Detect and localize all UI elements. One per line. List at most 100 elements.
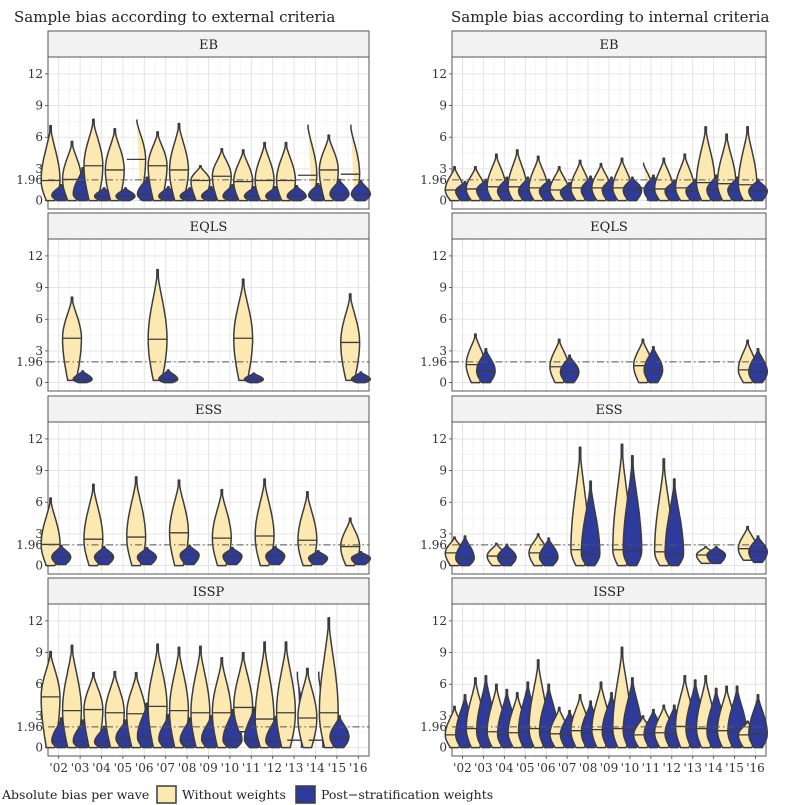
x-axis-layer: '02'03'04'05'06'07'08'09'10'11'12'13'14 '… — [49, 756, 765, 775]
x-tick-label: '06 — [537, 761, 556, 775]
violin-unweighted — [61, 644, 83, 749]
violin-weighted — [538, 537, 559, 567]
violin-unweighted — [147, 643, 168, 749]
x-tick-label: '09 — [600, 761, 619, 775]
y-tick-label: 0 — [439, 194, 447, 208]
column-title-internal: Sample bias according to internal criter… — [451, 8, 769, 26]
x-tick-label: '12 — [263, 761, 282, 775]
y-tick-label: 3 — [439, 162, 447, 176]
y-tick-label: 1.96 — [420, 173, 447, 187]
y-tick-label: 6 — [35, 677, 43, 691]
y-tick-label: 12 — [432, 432, 447, 446]
panel-border — [47, 56, 370, 210]
y-tick-label: 6 — [35, 130, 43, 144]
violin-unweighted — [233, 651, 254, 733]
panel-border — [47, 238, 370, 392]
violin-unweighted — [211, 488, 232, 567]
y-tick-label: 1.96 — [420, 355, 447, 369]
x-tick-label: '14 — [306, 761, 325, 775]
x-tick-label: '10 — [221, 761, 240, 775]
strip-background — [451, 395, 767, 423]
violin-unweighted — [40, 124, 61, 202]
y-tick-label: 12 — [432, 67, 447, 81]
violins-internal-issp — [444, 646, 768, 749]
panels-layer: EB01.9636912EQLS01.9636912ESS01.9636912I… — [16, 30, 769, 757]
violin-unweighted — [340, 517, 361, 567]
violin-unweighted — [40, 650, 61, 749]
strip-label: ISSP — [193, 585, 225, 600]
violin-weighted — [748, 348, 769, 384]
violin-unweighted — [318, 616, 339, 749]
violin-weighted — [748, 535, 769, 564]
x-tick-label: '08 — [178, 761, 197, 775]
y-tick-label: 0 — [35, 194, 43, 208]
panel-external-eqls: EQLS 0 1.963 6 9 12 — [16, 212, 370, 392]
y-tick-label: 1.96 — [16, 538, 43, 552]
y-tick-label: 6 — [439, 495, 447, 509]
y-tick-label: 12 — [432, 249, 447, 263]
x-tick-label: '16 — [746, 761, 765, 775]
strip-label: ESS — [595, 403, 622, 418]
violins-external-eqls — [61, 268, 372, 384]
strip-label: EB — [599, 38, 618, 53]
x-tick-label: '04 — [92, 761, 111, 775]
x-tick-label: '05 — [516, 761, 535, 775]
violin-unweighted — [340, 293, 361, 382]
violin-unweighted — [211, 148, 232, 202]
violin-unweighted — [104, 128, 125, 202]
y-tick-label: 0 — [439, 741, 447, 755]
violin-unweighted — [147, 268, 168, 382]
panel-border — [451, 56, 767, 210]
violin-unweighted — [190, 645, 211, 749]
y-tick-label: 1.96 — [420, 538, 447, 552]
strip-label: ESS — [195, 403, 222, 418]
violin-weighted — [136, 546, 158, 566]
x-tick-label: '14 — [704, 761, 723, 775]
x-tick-label: '07 — [156, 761, 175, 775]
violins-internal-eqls — [465, 333, 769, 384]
y-tick-label: 9 — [35, 281, 43, 295]
violin-unweighted — [233, 149, 254, 202]
strip-background — [451, 577, 767, 605]
x-tick-label: '15 — [725, 761, 744, 775]
panel-border — [451, 238, 767, 392]
y-tick-label: 3 — [35, 527, 43, 541]
strip-background — [47, 212, 370, 240]
violins-internal-eb — [444, 125, 769, 202]
legend-swatch-post-stratification — [295, 785, 316, 804]
y-tick-label: 3 — [35, 162, 43, 176]
violin-unweighted — [168, 479, 190, 567]
violin-weighted — [622, 176, 643, 202]
violin-unweighted — [254, 141, 275, 202]
violin-weighted — [222, 708, 243, 749]
violin-weighted — [622, 455, 643, 567]
violin-unweighted — [254, 641, 275, 749]
x-tick-label: '05 — [114, 761, 133, 775]
y-tick-label: 6 — [439, 677, 447, 691]
violins-external-ess — [40, 476, 372, 567]
y-tick-label: 9 — [35, 99, 43, 113]
violin-unweighted — [275, 641, 297, 749]
strip-label: EQLS — [190, 220, 228, 235]
violin-unweighted — [297, 667, 318, 749]
panel-internal-eqls: EQLS 0 1.963 6 9 12 — [420, 212, 767, 392]
legend-label-post-stratification: Post−stratification weights — [321, 787, 493, 802]
y-tick-label: 0 — [439, 376, 447, 390]
x-tick-label: '03 — [474, 761, 493, 775]
violin-weighted — [664, 478, 685, 567]
y-tick-label: 9 — [35, 646, 43, 660]
violin-unweighted — [275, 141, 297, 202]
x-tick-label: '11 — [642, 761, 661, 775]
x-tick-label: '12 — [663, 761, 682, 775]
y-tick-label: 3 — [439, 709, 447, 723]
x-tick-label: '06 — [135, 761, 154, 775]
legend-swatch-without-weights — [156, 785, 177, 804]
violin-weighted — [559, 354, 580, 384]
y-tick-label: 1.96 — [420, 720, 447, 734]
violin-unweighted — [168, 646, 190, 749]
strip-background — [451, 212, 767, 240]
y-tick-label: 3 — [439, 527, 447, 541]
legend-title: Absolute bias per wave — [1, 787, 149, 802]
strip-label: EQLS — [590, 220, 628, 235]
